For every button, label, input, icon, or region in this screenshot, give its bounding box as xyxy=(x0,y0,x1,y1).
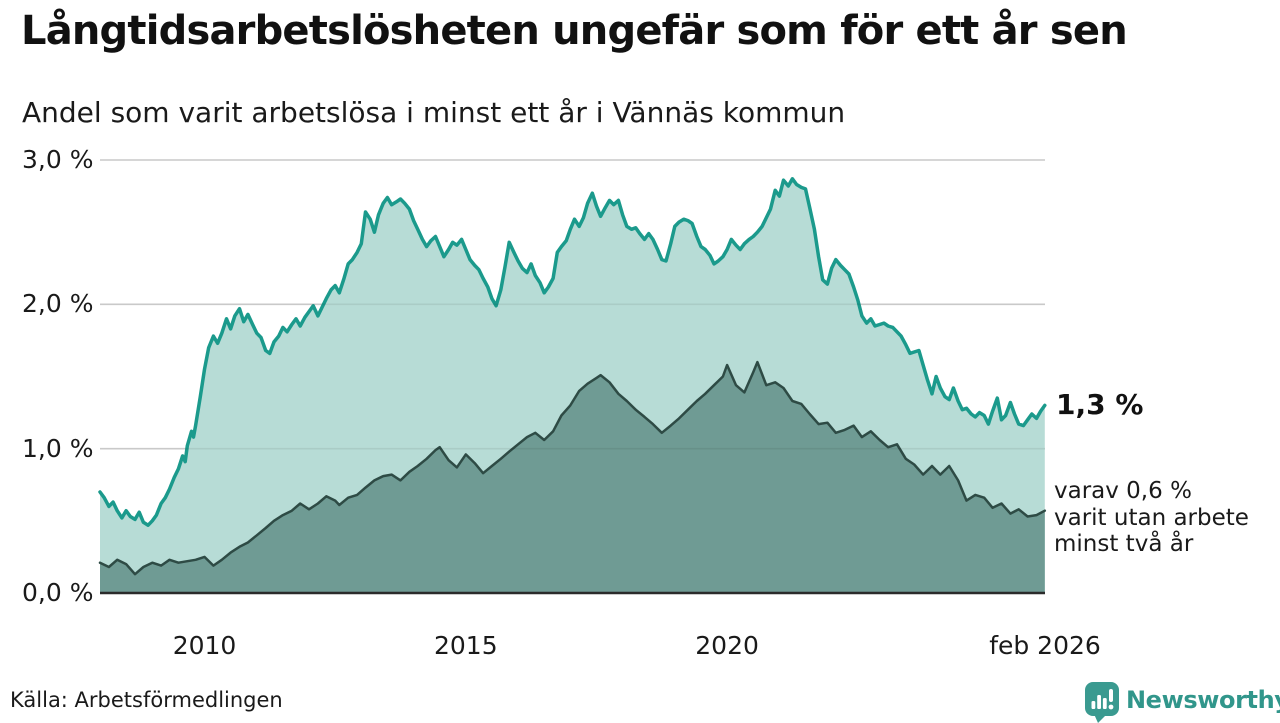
x-axis-tick-label: 2020 xyxy=(695,631,759,660)
newsworthy-bar-chart-bubble-icon xyxy=(1085,682,1119,723)
source-caption: Källa: Arbetsförmedlingen xyxy=(10,688,283,712)
annotation-line: varit utan arbete xyxy=(1054,504,1249,531)
newsworthy-logo: Newsworthy xyxy=(1084,681,1280,723)
annotation-line: varav 0,6 % xyxy=(1054,478,1192,504)
y-axis-tick-label: 0,0 % xyxy=(22,578,94,607)
secondary-value-annotation: varav 0,6 % varit utan arbete minst två … xyxy=(1054,478,1249,558)
annotation-line: minst två år xyxy=(1054,531,1194,557)
x-axis-tick-label: 2010 xyxy=(172,631,237,660)
x-axis-tick-label: feb 2026 xyxy=(989,631,1101,660)
chart-subtitle: Andel som varit arbetslösa i minst ett å… xyxy=(22,96,846,129)
x-axis-tick-label: 2015 xyxy=(434,631,498,660)
y-axis-tick-label: 2,0 % xyxy=(22,289,94,319)
y-axis-tick-label: 3,0 % xyxy=(22,145,94,174)
page-title: Långtidsarbetslösheten ungefär som för e… xyxy=(21,8,1128,54)
latest-value-annotation: 1,3 % xyxy=(1056,388,1144,421)
y-axis-tick-label: 1,0 % xyxy=(22,433,94,463)
newsworthy-wordmark: Newsworthy xyxy=(1126,686,1280,714)
